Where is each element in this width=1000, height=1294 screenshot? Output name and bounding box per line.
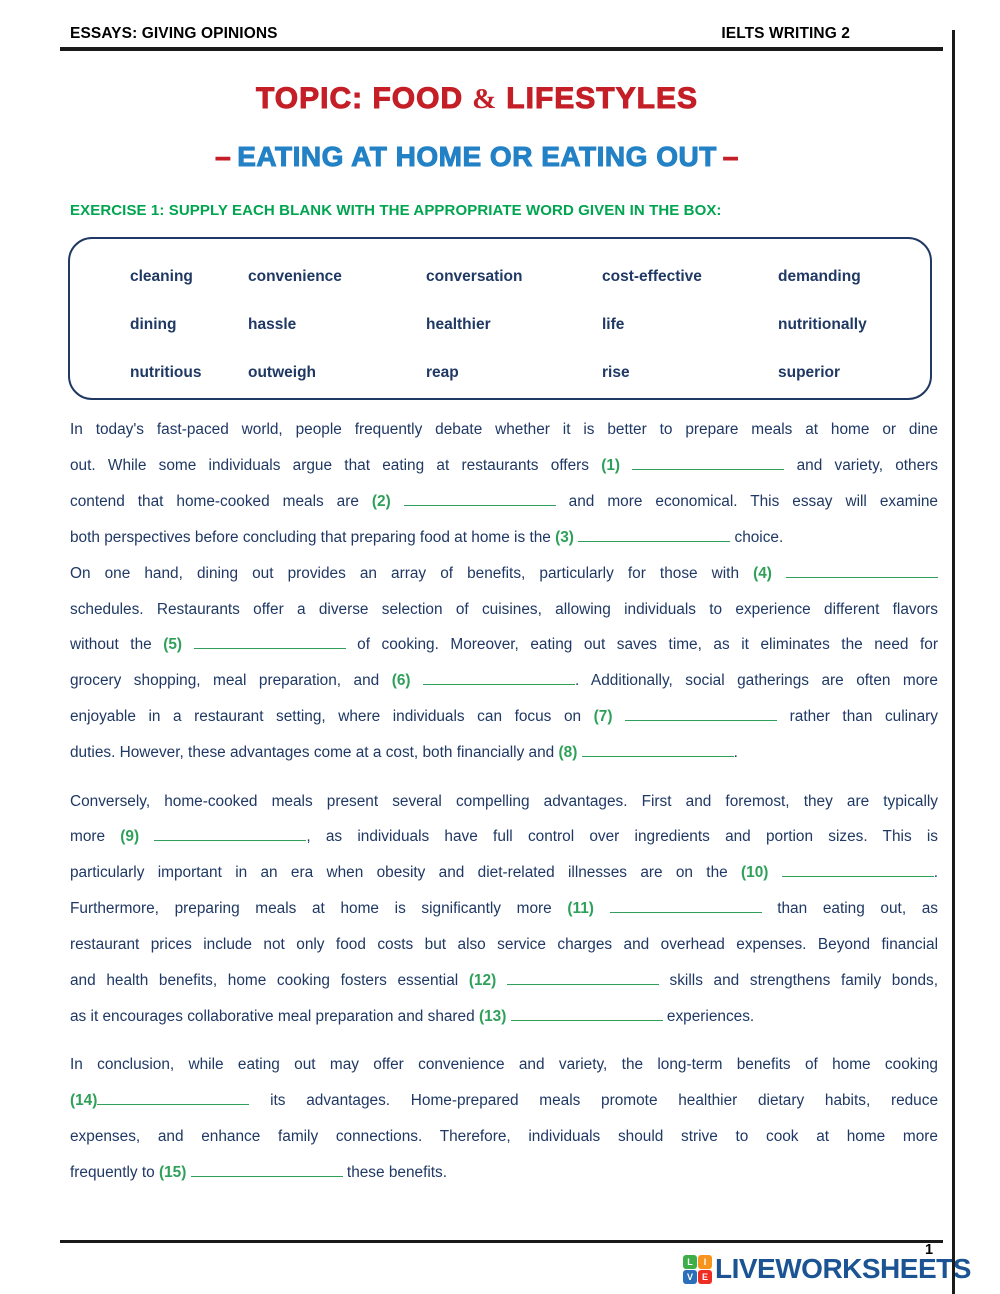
essay-line: grocery shopping, meal preparation, and … [70, 672, 938, 690]
word-bank-box: cleaning convenience conversation cost-e… [68, 237, 932, 400]
blank-1[interactable] [632, 458, 785, 470]
topic-title-part1: TOPIC: FOOD [255, 82, 464, 116]
blank-13[interactable] [510, 1009, 663, 1021]
subtitle-right-dash: – [722, 141, 739, 173]
word-bank-item: demanding [778, 268, 861, 285]
word-bank-item: rise [602, 364, 630, 381]
word-bank-item: nutritionally [778, 316, 867, 333]
blank-5[interactable] [193, 637, 346, 650]
word-bank-item: nutritious [130, 364, 202, 381]
blank-4[interactable] [786, 565, 939, 578]
blank-marker-6: (6) [391, 672, 411, 690]
liveworksheets-wordmark: LIVEWORKSHEETS [715, 1253, 971, 1284]
logo-square-v: V [683, 1269, 697, 1284]
logo-square-i: I [698, 1254, 712, 1269]
header-divider [60, 47, 943, 51]
essay-line: contend that home-cooked meals are (2) a… [70, 492, 938, 510]
paragraph-2: On one hand, dining out provides an arra… [70, 556, 939, 771]
paragraph-1: In today's fast-paced world, people freq… [70, 412, 938, 556]
blank-marker-8: (8) [558, 744, 578, 762]
essay-line: enjoyable in a restaurant setting, where… [70, 708, 938, 726]
header-right-label: IELTS WRITING 2 [721, 25, 850, 42]
blank-marker-15: (15) [158, 1164, 187, 1182]
exercise-heading: EXERCISE 1: SUPPLY EACH BLANK WITH THE A… [70, 202, 722, 219]
essay-line: expenses, and enhance family connections… [70, 1128, 938, 1146]
subtitle-text: EATING AT HOME OR EATING OUT [237, 141, 717, 173]
essay-line: In conclusion, while eating out may offe… [70, 1056, 938, 1074]
blank-marker-7: (7) [593, 708, 613, 726]
word-bank-item: life [602, 316, 625, 333]
word-bank-row: dining hassle healthier life nutritional… [130, 301, 930, 349]
blank-2[interactable] [403, 494, 556, 506]
essay-line: duties. However, these advantages come a… [70, 744, 738, 762]
word-bank-item: reap [426, 364, 459, 381]
word-bank-item: convenience [248, 268, 342, 285]
logo-square-e: E [698, 1269, 712, 1284]
paragraph-3: Conversely, home-cooked meals present se… [70, 784, 938, 1035]
essay-text: In today's fast-paced world, people freq… [70, 412, 939, 1191]
word-bank-item: hassle [248, 316, 297, 333]
blank-marker-12: (12) [468, 972, 497, 990]
essay-line: restaurant prices include not only food … [70, 936, 938, 954]
essay-line: as it encourages collaborative meal prep… [70, 1008, 755, 1025]
page-number: 1 [925, 1242, 934, 1258]
word-bank-item: cost-effective [602, 268, 702, 285]
essay-line: (14) its advantages. Home-prepared meals… [70, 1092, 938, 1110]
word-bank-item: dining [130, 316, 177, 333]
logo-square-l: L [683, 1254, 697, 1269]
essay-line: both perspectives before concluding that… [70, 528, 784, 546]
essay-line: Furthermore, preparing meals at home is … [70, 900, 939, 918]
blank-12[interactable] [506, 973, 659, 986]
essay-line: frequently to (15) these benefits. [70, 1164, 448, 1182]
blank-9[interactable] [154, 829, 307, 842]
paragraph-4: In conclusion, while eating out may offe… [70, 1047, 938, 1191]
topic-title-part2: LIFESTYLES [506, 82, 698, 116]
blank-11[interactable] [609, 901, 762, 914]
blank-marker-5: (5) [163, 636, 183, 654]
header-left-label: ESSAYS: GIVING OPINIONS [70, 25, 278, 42]
word-bank-item: conversation [426, 268, 523, 285]
word-bank-row: cleaning convenience conversation cost-e… [130, 253, 930, 301]
essay-line: In today's fast-paced world, people freq… [70, 421, 938, 438]
worksheet-subtitle: – EATING AT HOME OR EATING OUT – [0, 141, 954, 173]
essay-line: without the (5) of cooking. Moreover, ea… [70, 636, 938, 654]
page-header: ESSAYS: GIVING OPINIONS IELTS WRITING 2 [70, 25, 850, 43]
blank-15[interactable] [190, 1165, 343, 1178]
blank-marker-14: (14) [70, 1092, 98, 1110]
blank-marker-1: (1) [601, 456, 621, 474]
blank-marker-13: (13) [478, 1008, 507, 1025]
word-bank-item: healthier [426, 316, 491, 333]
blank-8[interactable] [581, 745, 734, 758]
essay-line: out. While some individuals argue that e… [70, 456, 938, 474]
word-bank-row: nutritious outweigh reap rise superior [130, 349, 930, 397]
blank-3[interactable] [578, 529, 731, 542]
blank-marker-4: (4) [753, 564, 772, 582]
blank-10[interactable] [781, 865, 934, 878]
page-edge-line [952, 30, 955, 1294]
word-bank-item: superior [778, 364, 841, 381]
blank-14[interactable] [97, 1093, 250, 1106]
word-bank-item: outweigh [248, 364, 317, 381]
essay-line: On one hand, dining out provides an arra… [70, 556, 939, 592]
essay-line: more (9) , as individuals have full cont… [70, 828, 938, 846]
blank-marker-11: (11) [567, 900, 594, 918]
ampersand: & [472, 83, 498, 115]
blank-6[interactable] [423, 673, 576, 686]
blank-7[interactable] [625, 709, 778, 722]
blank-marker-10: (10) [741, 864, 769, 882]
essay-line: schedules. Restaurants offer a diverse s… [70, 600, 938, 618]
blank-marker-2: (2) [371, 492, 391, 510]
word-bank-item: cleaning [130, 268, 193, 285]
essay-line: and health benefits, home cooking foster… [70, 972, 939, 990]
essay-line: particularly important in an era when ob… [70, 864, 939, 882]
topic-title: TOPIC: FOOD & LIFESTYLES [0, 82, 954, 116]
essay-line: Conversely, home-cooked meals present se… [70, 792, 938, 810]
footer-divider [60, 1240, 943, 1243]
blank-marker-3: (3) [555, 528, 574, 546]
blank-marker-9: (9) [120, 828, 140, 846]
subtitle-left-dash: – [215, 141, 232, 173]
